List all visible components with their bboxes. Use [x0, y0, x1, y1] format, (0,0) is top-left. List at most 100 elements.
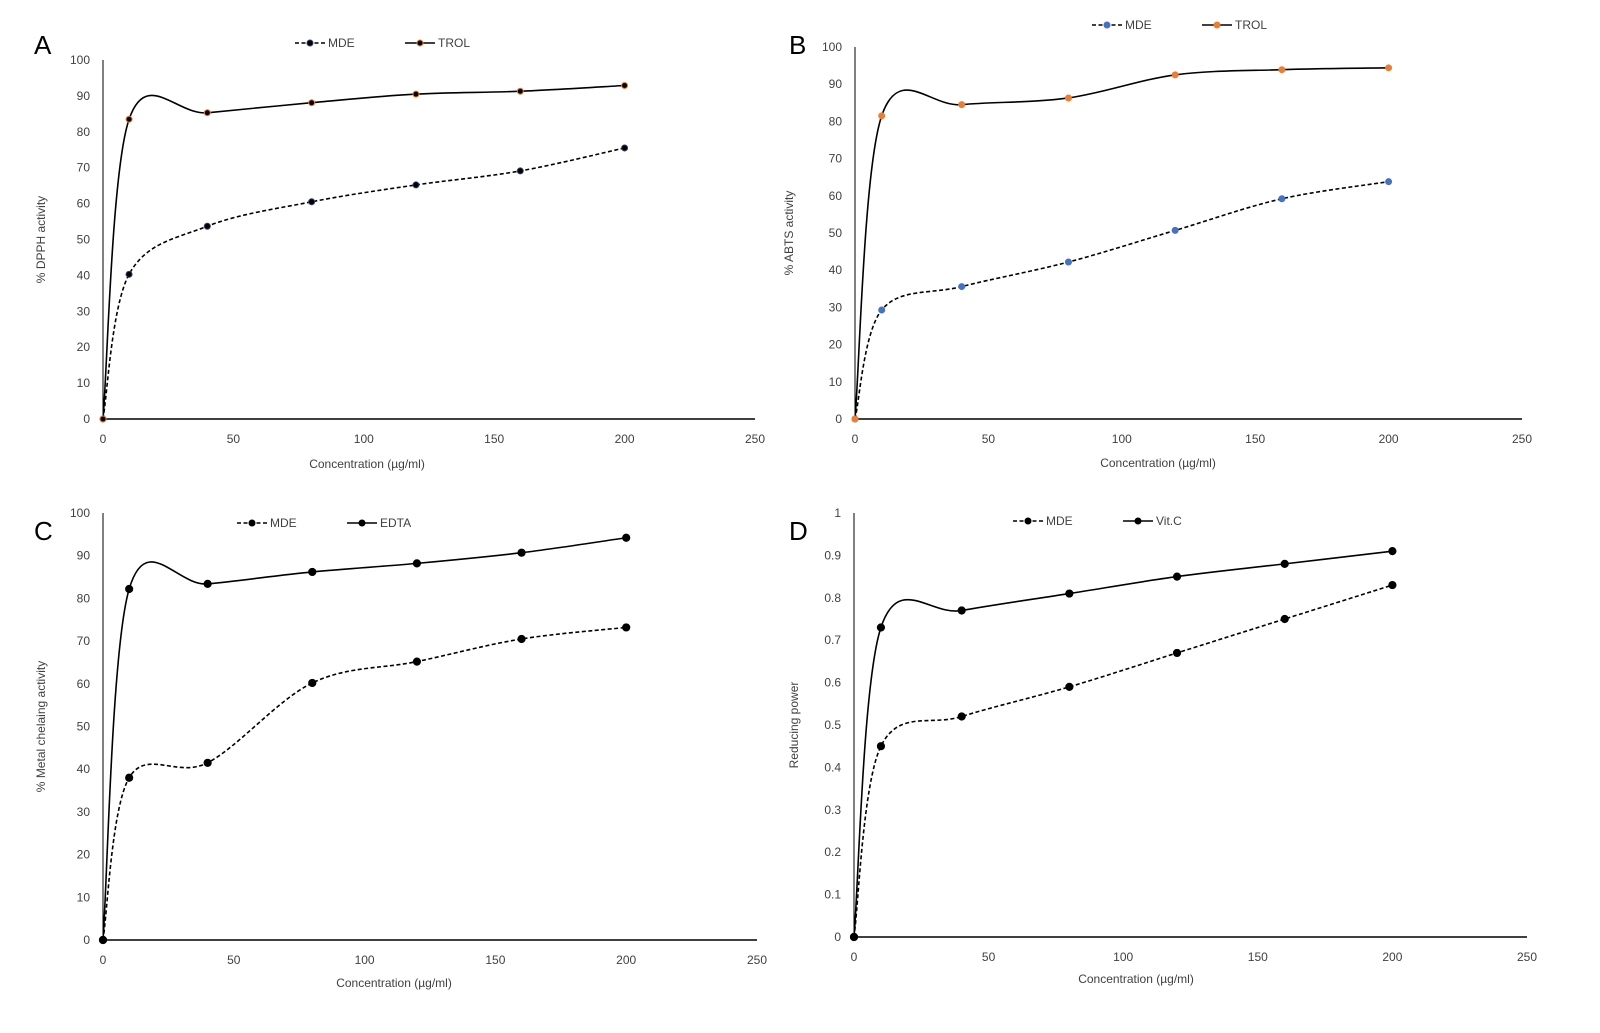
x-tick-label: 50: [227, 953, 241, 967]
data-point: [308, 198, 316, 206]
y-tick-label: 0.5: [824, 718, 841, 732]
y-tick-label: 10: [829, 375, 843, 389]
x-tick-label: 0: [851, 950, 858, 964]
x-tick-label: 250: [745, 432, 765, 446]
legend-label: EDTA: [380, 516, 411, 530]
series-line-mde: [102, 147, 625, 420]
y-tick-label: 0.1: [824, 888, 841, 902]
data-point: [308, 678, 317, 688]
legend-label: MDE: [328, 36, 355, 50]
data-point: [203, 758, 212, 767]
data-point: [1065, 682, 1074, 691]
y-tick-label: 20: [77, 340, 91, 354]
legend-marker-icon: [358, 519, 366, 527]
y-tick-label: 0.7: [824, 633, 841, 647]
legend-marker-icon: [1024, 517, 1032, 525]
x-axis-title: Concentration (µg/ml): [336, 976, 452, 990]
data-point: [878, 112, 886, 120]
y-tick-label: 80: [77, 591, 91, 605]
y-tick-label: 40: [77, 268, 91, 282]
panel-b: B 0 50 100 150 200 250 0 10 20 30 40 50 60 70 80 90 100 Co…: [782, 18, 1532, 470]
x-tick-label: 0: [852, 432, 859, 446]
y-tick-label: 70: [77, 161, 91, 175]
y-tick-label: 0.6: [824, 676, 841, 690]
y-tick-label: 80: [77, 125, 91, 139]
data-point: [1278, 195, 1286, 203]
data-point: [203, 222, 211, 230]
y-tick-label: 60: [77, 677, 91, 691]
data-point: [125, 115, 133, 123]
x-tick-label: 0: [100, 953, 107, 967]
y-tick-label: 40: [77, 762, 91, 776]
data-point: [517, 634, 526, 644]
data-point: [1278, 66, 1286, 74]
series-line-mde: [853, 584, 1393, 938]
x-tick-label: 150: [1245, 432, 1265, 446]
data-point: [876, 623, 886, 632]
y-tick-label: 50: [829, 226, 843, 240]
y-tick-label: 0: [83, 933, 90, 947]
legend-marker-icon: [416, 39, 424, 47]
series-line-vitc: [853, 550, 1393, 938]
y-tick-label: 50: [77, 233, 91, 247]
data-point: [1065, 589, 1074, 598]
data-point: [621, 81, 629, 89]
y-tick-label: 0: [834, 930, 841, 944]
y-tick-label: 90: [77, 549, 91, 563]
data-point: [1280, 559, 1289, 568]
y-axis-title: % DPPH activity: [34, 196, 48, 283]
legend-marker-icon: [306, 39, 314, 47]
y-tick-label: 10: [77, 376, 91, 390]
data-point: [622, 623, 631, 632]
y-tick-label: 30: [77, 805, 91, 819]
y-tick-label: 30: [77, 304, 91, 318]
y-axis-title: % Metal chelaing activity: [34, 661, 48, 792]
data-point: [957, 606, 966, 615]
series-line-edta: [102, 536, 627, 941]
legend-marker-icon: [248, 519, 256, 527]
x-tick-label: 200: [1379, 432, 1399, 446]
legend-marker-icon: [1103, 21, 1111, 29]
data-point: [1385, 178, 1393, 186]
y-tick-label: 70: [829, 152, 843, 166]
y-tick-label: 50: [77, 720, 91, 734]
x-tick-label: 0: [100, 432, 107, 446]
data-point: [958, 283, 966, 291]
y-tick-label: 0.2: [824, 845, 841, 859]
legend-marker-icon: [1213, 21, 1221, 29]
legend-label: TROL: [1235, 18, 1267, 32]
data-point: [412, 181, 420, 189]
x-tick-label: 200: [615, 432, 635, 446]
x-axis-title: Concentration (µg/ml): [309, 457, 425, 471]
data-point: [849, 932, 859, 942]
data-point: [203, 109, 211, 117]
x-tick-label: 50: [982, 950, 996, 964]
y-tick-label: 100: [70, 53, 90, 67]
data-point: [1172, 572, 1182, 581]
data-point: [1064, 258, 1072, 266]
data-point: [99, 415, 107, 423]
y-tick-label: 0: [83, 412, 90, 426]
data-point: [125, 270, 133, 278]
y-tick-label: 60: [829, 189, 843, 203]
x-tick-label: 150: [485, 953, 505, 967]
data-point: [412, 657, 422, 666]
panel-letter: D: [789, 516, 808, 546]
panel-d: D 0 50 100 150 200 250 0 0.1 0.2 0.3 0.4 0.5 0.6 0.7 0.…: [787, 506, 1537, 986]
legend-label: MDE: [1125, 18, 1152, 32]
y-tick-label: 100: [70, 506, 90, 520]
data-point: [1388, 547, 1397, 556]
data-point: [517, 548, 526, 557]
panel-a: A 0 50 100 150 200 250 0 10 20 30 40 50 60 70 80 90 100 Co…: [34, 30, 765, 471]
panel-letter: C: [34, 516, 53, 546]
y-tick-label: 10: [77, 890, 91, 904]
y-axis-title: Reducing power: [787, 682, 801, 769]
y-axis-title: % ABTS activity: [782, 191, 796, 276]
y-tick-label: 0: [835, 412, 842, 426]
data-point: [1171, 71, 1179, 79]
series-line-mde: [854, 180, 1389, 420]
data-point: [876, 742, 886, 751]
y-tick-label: 20: [829, 338, 843, 352]
y-tick-label: 0.8: [824, 591, 841, 605]
